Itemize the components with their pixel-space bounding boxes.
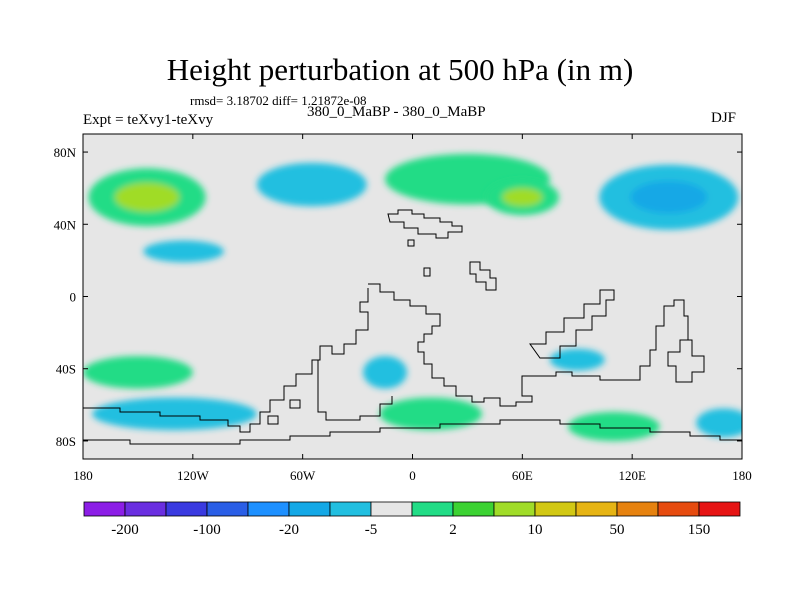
colorbar-box bbox=[288, 501, 331, 517]
colorbar-box bbox=[698, 501, 741, 517]
anomaly-east-europe-positive-core bbox=[485, 179, 559, 216]
colorbar-label: -5 bbox=[365, 522, 378, 538]
anomaly-band-inner bbox=[502, 188, 543, 207]
colorbar-box bbox=[329, 501, 372, 517]
colorbar-box bbox=[83, 501, 126, 517]
anomaly-southern-ocean-negative-west bbox=[92, 397, 257, 431]
colorbar-label: 150 bbox=[688, 522, 711, 538]
colorbar-label: 10 bbox=[528, 522, 543, 538]
y-tick-label: 40N bbox=[54, 217, 77, 232]
colorbar-box bbox=[493, 501, 536, 517]
coastline-antarctica bbox=[83, 407, 742, 445]
colorbar-box bbox=[165, 501, 208, 517]
anomaly-band-inner bbox=[114, 182, 180, 212]
y-tick-label: 80S bbox=[56, 434, 76, 449]
colorbar-box bbox=[206, 501, 249, 517]
colorbar-label: 2 bbox=[449, 522, 457, 538]
x-tick-label: 60E bbox=[512, 468, 533, 483]
colorbar-box bbox=[534, 501, 577, 517]
anomaly-band-outer bbox=[379, 397, 483, 431]
anomaly-band-outer bbox=[83, 356, 193, 389]
x-tick-label: 60W bbox=[290, 468, 316, 483]
colorbar-label: 50 bbox=[610, 522, 625, 538]
coastline-india bbox=[529, 289, 615, 359]
colorbar-box bbox=[575, 501, 618, 517]
anomaly-band-outer bbox=[568, 412, 660, 441]
anomaly-band-outer bbox=[549, 348, 605, 371]
anomaly-southeast-pacific-negative bbox=[696, 408, 742, 438]
anomaly-southern-ocean-positive-atlantic bbox=[379, 397, 483, 431]
x-tick-label: 180 bbox=[73, 468, 93, 483]
period-label: 380_0_MaBP - 380_0_MaBP bbox=[307, 104, 486, 120]
y-tick-label: 80N bbox=[54, 145, 77, 160]
y-tick-label: 40S bbox=[56, 362, 76, 377]
colorbar-label: -200 bbox=[111, 522, 139, 538]
anomaly-south-atlantic-negative bbox=[363, 356, 408, 389]
colorbar-box bbox=[657, 501, 700, 517]
axis-ticks: 180 120W 60W 0 60E 120E 180 80N 40N 0 40S 80S bbox=[54, 134, 752, 483]
colorbar: -200 -100 -20 -5 2 10 50 150 bbox=[83, 501, 741, 538]
coastline-europe bbox=[387, 209, 463, 239]
anomaly-band-outer bbox=[696, 408, 742, 438]
coastline-australia bbox=[667, 339, 705, 383]
colorbar-box bbox=[370, 501, 413, 517]
anomaly-north-pacific-positive bbox=[88, 168, 206, 227]
anomaly-indian-ocean-negative bbox=[549, 348, 605, 371]
anomaly-band-outer bbox=[92, 397, 257, 431]
anomaly-subtropical-pacific-negative bbox=[143, 240, 224, 263]
anomaly-south-pacific-positive bbox=[83, 356, 193, 389]
anomaly-southern-ocean-positive-indian bbox=[568, 412, 660, 441]
continent-outlines bbox=[83, 209, 742, 445]
coastline-africa bbox=[368, 283, 689, 407]
anomaly-band-outer bbox=[256, 162, 367, 207]
colorbar-label: -100 bbox=[193, 522, 221, 538]
y-tick-label: 0 bbox=[70, 290, 77, 305]
colorbar-label: -20 bbox=[279, 522, 299, 538]
colorbar-box bbox=[124, 501, 167, 517]
x-tick-label: 180 bbox=[732, 468, 752, 483]
season-label: DJF bbox=[711, 110, 737, 126]
chart-title: Height perturbation at 500 hPa (in m) bbox=[166, 52, 634, 87]
anomaly-band-inner bbox=[630, 180, 708, 214]
rmsd-diff-stats: rmsd= 3.18702 diff= 1.21872e-08 bbox=[190, 93, 367, 108]
colorbar-box bbox=[616, 501, 659, 517]
anomaly-band-outer bbox=[363, 356, 408, 389]
anomaly-fields bbox=[83, 153, 742, 441]
experiment-label: Expt = teXvy1-teXvy bbox=[83, 112, 214, 128]
coastline-americas bbox=[240, 288, 393, 433]
colorbar-box bbox=[247, 501, 290, 517]
x-tick-label: 120E bbox=[618, 468, 646, 483]
colorbar-box bbox=[452, 501, 495, 517]
colorbar-box bbox=[411, 501, 454, 517]
anomaly-north-atlantic-negative bbox=[256, 162, 367, 207]
coastline-islands bbox=[267, 239, 497, 425]
x-tick-label: 120W bbox=[177, 468, 210, 483]
anomaly-band-outer bbox=[143, 240, 224, 263]
anomaly-east-asia-negative bbox=[599, 164, 739, 230]
x-tick-label: 0 bbox=[409, 468, 416, 483]
